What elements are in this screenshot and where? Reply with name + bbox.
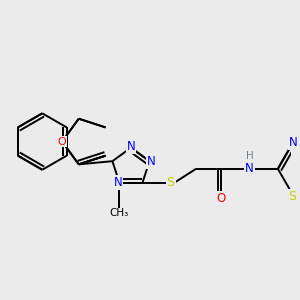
Text: O: O	[217, 192, 226, 205]
Text: N: N	[114, 176, 122, 189]
Text: N: N	[289, 136, 298, 149]
Text: S: S	[288, 190, 296, 202]
Text: N: N	[245, 162, 254, 175]
Text: H: H	[246, 151, 254, 161]
Text: CH₃: CH₃	[110, 208, 129, 218]
Text: S: S	[167, 176, 175, 189]
Text: O: O	[58, 136, 67, 146]
Text: N: N	[146, 155, 155, 168]
Text: N: N	[127, 140, 135, 153]
